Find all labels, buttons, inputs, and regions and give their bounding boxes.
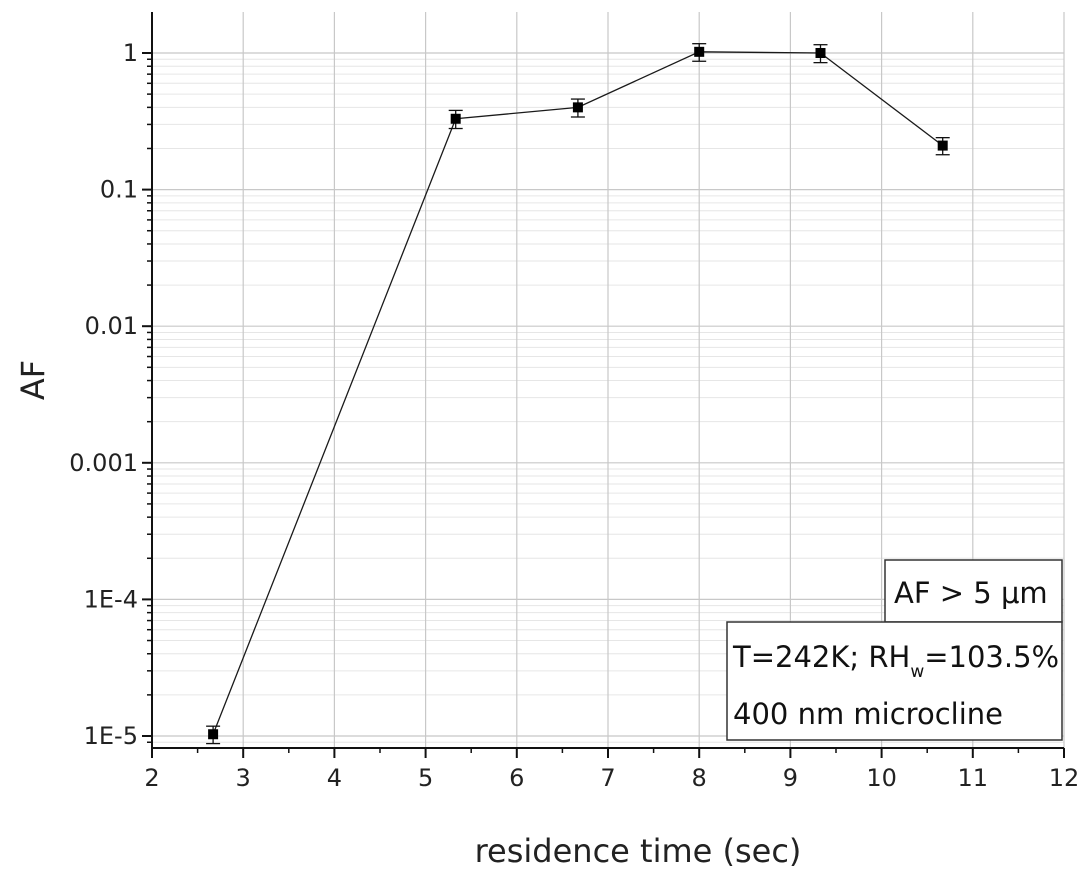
data-point [572,102,583,113]
x-tick-label: 6 [509,764,524,792]
x-tick-label: 3 [236,764,251,792]
data-point [815,48,826,58]
x-axis-title: residence time (sec) [475,832,802,870]
x-tick-label: 10 [866,764,897,792]
axes [142,12,1065,758]
data-point [450,113,461,124]
y-tick-label: 1E-4 [84,585,138,613]
material-label: 400 nm microcline [733,697,1003,731]
size-label-unit: μm [1001,576,1048,610]
y-tick-label: 1 [123,39,138,67]
conditions-subscript: w [910,662,924,682]
series-line [212,51,944,735]
x-tick-label: 11 [958,764,989,792]
x-tick-label: 5 [418,764,433,792]
grid [152,12,1065,748]
x-tick-label: 9 [783,764,798,792]
conditions-label: T=242K; RHw=103.5% [732,640,1059,682]
x-tick-label: 12 [1049,764,1080,792]
data-point [694,46,705,57]
y-tick-label: 0.1 [100,176,138,204]
x-tick-label: 2 [144,764,159,792]
size-label-text: AF > 5 [894,576,1001,610]
x-tick-label: 7 [600,764,615,792]
data-point [937,140,948,151]
y-tick-label: 0.001 [69,449,138,477]
series-layer [206,43,950,745]
conditions-box [726,621,1063,741]
data-point [208,729,219,740]
y-tick-label: 0.01 [85,312,138,340]
y-tick-label: 1E-5 [84,722,138,750]
size-label: AF > 5 μm [894,576,1048,610]
size-label-box [884,559,1063,623]
conditions-prefix: T=242K; RH [732,640,910,674]
x-tick-label: 4 [327,764,342,792]
annotation-boxes: AF > 5 μm T=242K; RHw=103.5% 400 nm micr… [726,559,1063,741]
y-axis-title: AF [14,360,52,400]
conditions-suffix: =103.5% [924,640,1059,674]
x-tick-label: 8 [692,764,707,792]
